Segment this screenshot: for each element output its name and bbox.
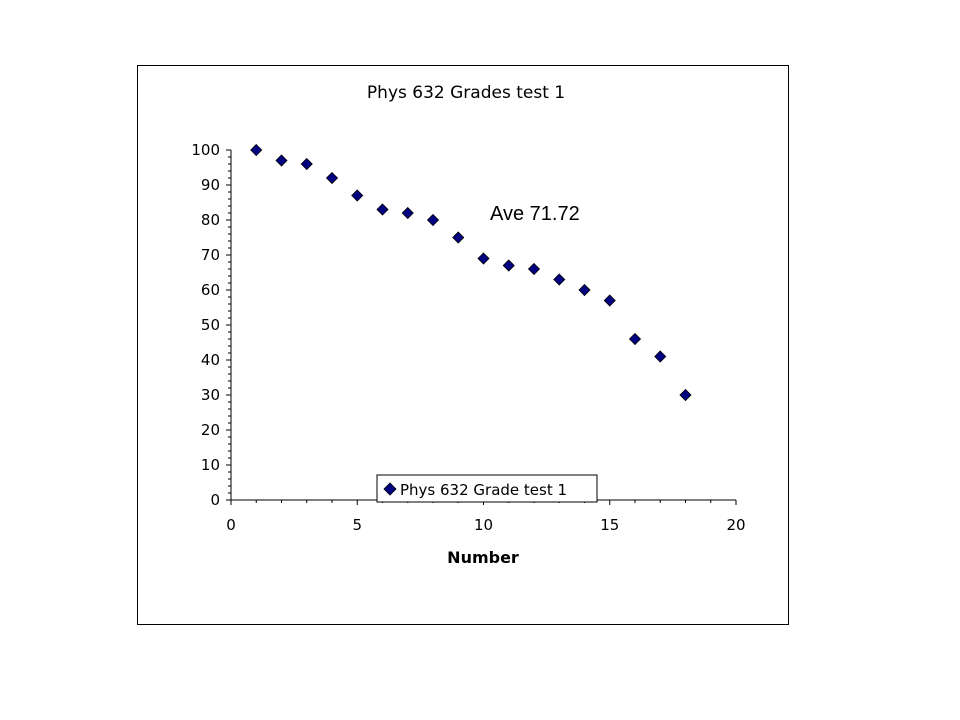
legend-label: Phys 632 Grade test 1 xyxy=(400,481,567,499)
y-tick-label: 0 xyxy=(210,491,220,509)
data-point xyxy=(603,294,616,307)
data-point xyxy=(477,252,490,265)
legend-box xyxy=(376,474,598,503)
y-tick-label: 60 xyxy=(201,281,220,299)
y-tick-label: 40 xyxy=(201,351,220,369)
data-point xyxy=(628,332,642,346)
y-tick-label: 100 xyxy=(191,141,220,159)
x-tick-label: 0 xyxy=(226,516,236,534)
y-tick-label: 10 xyxy=(201,456,220,474)
y-tick-label: 30 xyxy=(201,386,220,404)
data-point xyxy=(275,154,288,167)
scatter-chart: Phys 632 Grades test 1 01020304050607080… xyxy=(191,83,746,567)
legend-marker-diamond-icon xyxy=(383,482,397,496)
data-point xyxy=(654,350,667,363)
data-point xyxy=(527,262,541,276)
data-point xyxy=(679,388,692,402)
data-point xyxy=(300,157,313,171)
x-tick-label: 10 xyxy=(474,516,493,534)
y-tick-label: 20 xyxy=(201,421,220,439)
data-point xyxy=(250,143,263,157)
y-tick-label: 50 xyxy=(201,316,220,334)
data-point xyxy=(452,231,465,244)
chart-frame: Phys 632 Grades test 1 0 10 20 30 40 50 60 70 80… xyxy=(137,65,789,625)
chart-title: Phys 632 Grades test 1 xyxy=(367,83,565,103)
data-point xyxy=(401,206,414,220)
data-point xyxy=(502,259,515,272)
average-annotation: Ave 71.72 xyxy=(490,203,580,225)
y-tick-label: 70 xyxy=(201,246,220,264)
axes xyxy=(230,150,736,501)
data-point xyxy=(553,273,566,286)
x-tick-label: 15 xyxy=(600,516,619,534)
y-tick-label: 80 xyxy=(201,211,220,229)
data-point xyxy=(325,171,339,185)
y-tick-label: 90 xyxy=(201,176,220,194)
x-tick-label: 20 xyxy=(726,516,745,534)
y-axis-ticks: 0 10 20 30 40 50 60 70 80 90 100 xyxy=(191,141,231,509)
legend: Phys 632 Grade test 1 xyxy=(376,474,598,503)
x-axis-ticks: 0 5 10 15 20 xyxy=(226,500,746,534)
x-tick-label: 5 xyxy=(352,516,362,534)
x-axis-title: Number xyxy=(447,548,519,567)
data-point xyxy=(578,283,591,297)
data-points xyxy=(250,143,692,402)
data-point xyxy=(426,213,440,227)
data-point xyxy=(351,189,364,202)
data-point xyxy=(376,203,389,216)
